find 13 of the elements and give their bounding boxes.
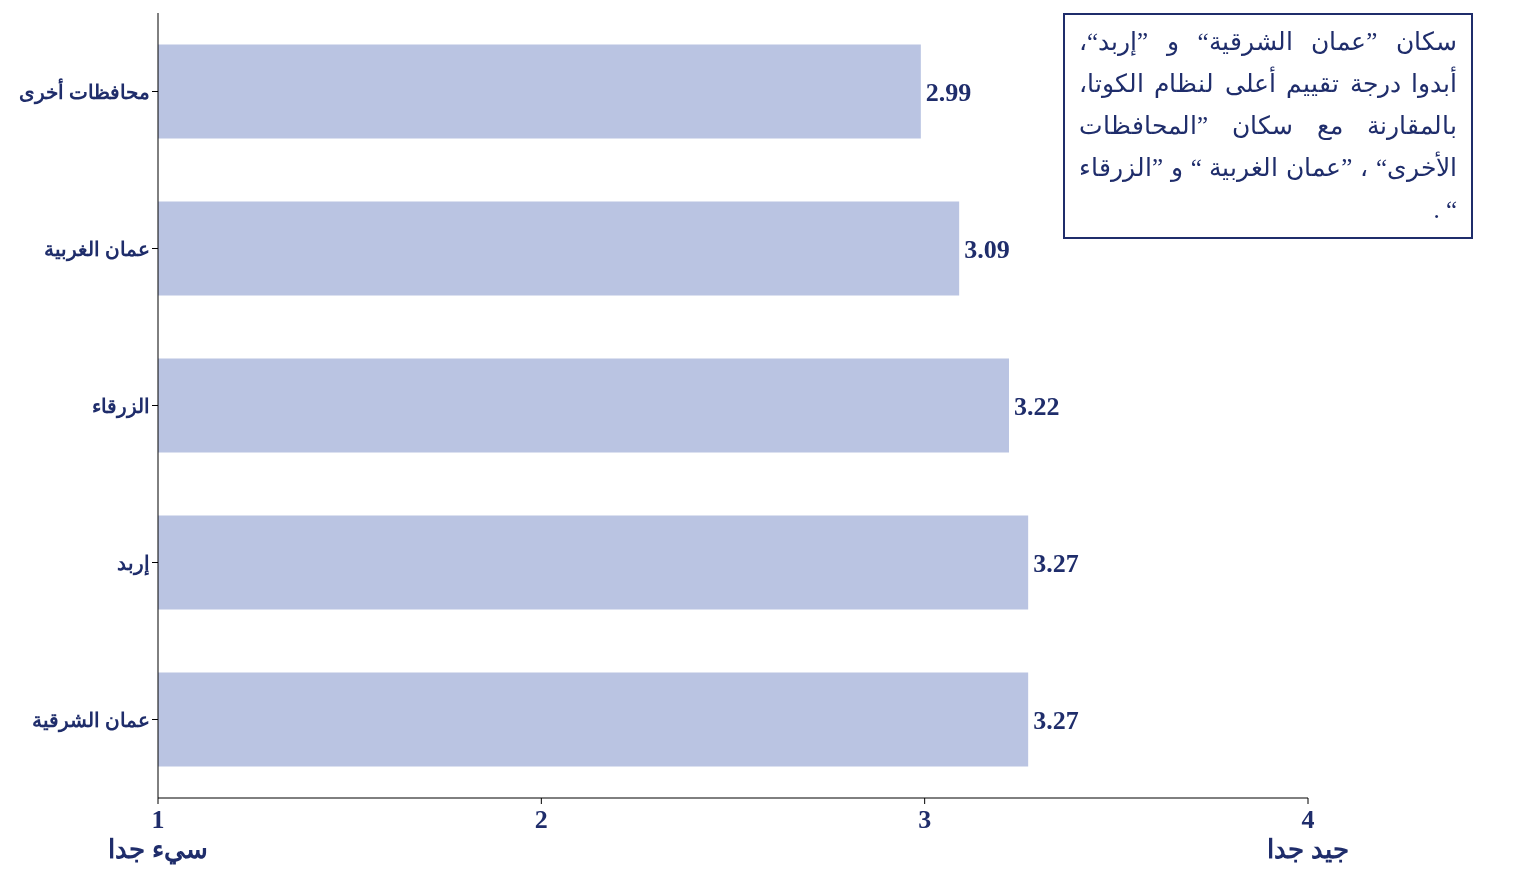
- data-label: 3.09: [964, 234, 1010, 264]
- x-tick-label: 2: [534, 805, 548, 834]
- data-label: 3.22: [1014, 391, 1060, 421]
- y-tick-label: عمان الشرقية: [32, 708, 150, 733]
- y-tick-label: عمان الغربية: [44, 237, 150, 262]
- y-tick-label: الزرقاء: [92, 394, 150, 419]
- annotation: سكان ”عمان الشرقية“ و ”إربد“، أبدوا درجة تقييم أعلى لنظام الكوتا، بالمقارنة مع سكان ”المحافظات الأخرى“ ، ”عمان الغربية “ و ”الزرقاء “ .: [1063, 13, 1473, 239]
- x-tick-label: 3: [918, 805, 932, 834]
- y-tick-label: محافظات أخرى: [19, 77, 150, 105]
- data-label: 3.27: [1033, 548, 1079, 578]
- data-label: 2.99: [925, 77, 972, 107]
- y-tick-label: إربد: [117, 551, 150, 576]
- data-label: 3.27: [1033, 705, 1079, 735]
